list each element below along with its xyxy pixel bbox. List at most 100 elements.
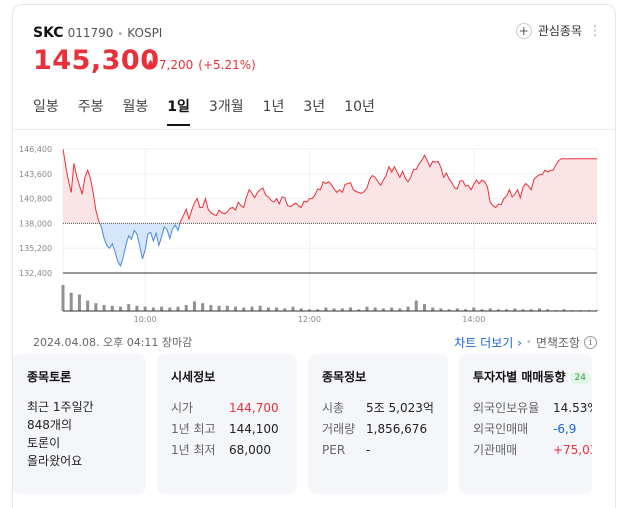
volume-bar: [447, 309, 451, 311]
volume-bar: [537, 308, 541, 311]
discussion-title: 종목토론: [27, 370, 72, 384]
info-key: 외국인보유율: [473, 401, 540, 415]
volume-bar: [291, 306, 295, 311]
volume-bar: [299, 308, 303, 311]
market-name: KOSPI: [127, 26, 163, 40]
volume-bar: [431, 307, 435, 311]
chevron-right-icon: ›: [517, 336, 522, 350]
volume-bar: [110, 305, 114, 311]
volume-bar: [61, 285, 65, 311]
info-icon[interactable]: i: [584, 336, 597, 349]
volume-bar: [562, 309, 566, 311]
info-value: 68,000: [229, 443, 271, 457]
volume-bar: [390, 307, 394, 311]
info-value: -: [366, 443, 371, 457]
volume-bar: [546, 309, 550, 311]
price-change: ▲ 7,200 (+5.21%): [147, 58, 256, 72]
info-row-volume: 거래량 1,856,676: [322, 419, 434, 440]
favorite-button[interactable]: + 관심종목 ⋮: [515, 22, 602, 39]
info-row-year-low: 1년 최저 68,000: [171, 440, 283, 461]
volume-bar: [480, 309, 484, 311]
tab-3months[interactable]: 3개월: [208, 99, 244, 115]
x-tick-label: 10:00: [134, 315, 157, 324]
investor-trend-title: 투자자별 매매동향 24: [473, 368, 591, 385]
info-key: 1년 최저: [171, 443, 216, 457]
chart-more-label: 차트 더보기: [454, 336, 514, 350]
info-key: 거래량: [322, 422, 356, 436]
volume-bar: [102, 304, 106, 311]
volume-bar: [77, 294, 81, 311]
chart-more-link[interactable]: 차트 더보기 ›: [454, 334, 522, 351]
volume-bar: [69, 292, 73, 311]
info-row-foreign-ratio: 외국인보유율 14.53%: [473, 398, 592, 419]
stock-info-box[interactable]: 종목정보 시총 5조 5,023억 거래량 1,856,676 PER -: [308, 354, 448, 494]
volume-bar: [406, 306, 410, 311]
stock-info-title: 종목정보: [322, 370, 367, 384]
info-key: 시총: [322, 401, 345, 415]
intraday-chart[interactable]: 146,400 143,600 140,800 138,000 135,200 132,4…: [13, 137, 616, 329]
volume-bar: [192, 301, 196, 311]
y-tick-label: 132,400: [19, 269, 52, 278]
tab-1year[interactable]: 1년: [262, 99, 285, 115]
volume-bar: [488, 308, 492, 311]
tab-1day[interactable]: 1일: [167, 96, 190, 126]
volume-bar: [316, 309, 320, 311]
period-tabs: 일봉 주봉 월봉 1일 3개월 1년 3년 10년: [33, 96, 394, 126]
more-options-icon[interactable]: ⋮: [588, 22, 602, 39]
info-value: 5조 5,023억: [366, 401, 434, 415]
volume-bar: [127, 304, 131, 311]
discussion-text: 최근 1주일간 848개의 토론이 올라왔어요: [27, 398, 132, 470]
volume-bar: [373, 307, 377, 311]
info-row-year-high: 1년 최고 144,100: [171, 419, 283, 440]
investor-trend-label: 투자자별 매매동향: [473, 370, 566, 384]
stock-name[interactable]: SKC: [33, 25, 64, 41]
info-key: 외국인매매: [473, 422, 529, 436]
volume-bar: [357, 309, 361, 311]
volume-bar: [307, 309, 311, 311]
chart-timestamp: 2024.04.08. 오후 04:11 장마감: [33, 336, 193, 349]
stock-header: SKC 011790 • KOSPI: [33, 25, 162, 41]
volume-bar: [414, 300, 418, 311]
volume-bar: [143, 306, 147, 311]
volume-bar: [283, 308, 287, 311]
volume-bar: [275, 307, 279, 311]
y-tick-label: 140,800: [19, 195, 52, 204]
volume-bar: [324, 307, 328, 311]
volume-bar: [439, 308, 443, 311]
market-info-box[interactable]: 시세정보 시가 144,700 1년 최고 144,100 1년 최저 68,0…: [157, 354, 297, 494]
tab-daily[interactable]: 일봉: [33, 99, 59, 115]
volume-bar: [398, 308, 402, 311]
y-tick-label: 146,400: [19, 145, 52, 154]
discussion-line-1: 최근 1주일간: [27, 400, 94, 414]
info-row-foreign-trade: 외국인매매 -6,9: [473, 419, 578, 440]
volume-bar: [217, 305, 221, 311]
tab-10years[interactable]: 10년: [344, 99, 375, 115]
tab-3years[interactable]: 3년: [303, 99, 326, 115]
price-line-up: [63, 148, 597, 224]
disclaimer-link[interactable]: 면책조항: [535, 336, 580, 350]
info-value: 1,856,676: [366, 422, 428, 436]
info-row-market-cap: 시총 5조 5,023억: [322, 398, 434, 419]
discussion-line-4: 올라왔어요: [27, 454, 83, 468]
volume-bar: [242, 307, 246, 311]
volume-bar: [151, 307, 155, 311]
market-info-title: 시세정보: [171, 370, 216, 384]
volume-bar: [455, 308, 459, 311]
discussion-box[interactable]: 종목토론 최근 1주일간 848개의 토론이 올라왔어요: [13, 354, 146, 494]
info-row-institution-trade: 기관매매 +75,03: [473, 440, 592, 461]
price-line-down: [99, 223, 181, 268]
volume-bar: [234, 306, 238, 311]
volume-bar: [176, 306, 180, 311]
tab-monthly[interactable]: 월봉: [122, 99, 149, 115]
volume-bar: [184, 304, 188, 311]
info-boxes: 종목토론 최근 1주일간 848개의 토론이 올라왔어요 시세정보 시가 144…: [13, 354, 592, 494]
time-badge: 24: [569, 371, 591, 384]
volume-bar: [422, 304, 426, 311]
discussion-line-2: 848개의: [27, 416, 132, 434]
tab-weekly[interactable]: 주봉: [77, 99, 104, 115]
change-percent: (+5.21%): [198, 58, 256, 72]
volume-bar: [349, 307, 353, 311]
volume-bar: [529, 309, 533, 311]
info-row-open: 시가 144,700: [171, 398, 283, 419]
